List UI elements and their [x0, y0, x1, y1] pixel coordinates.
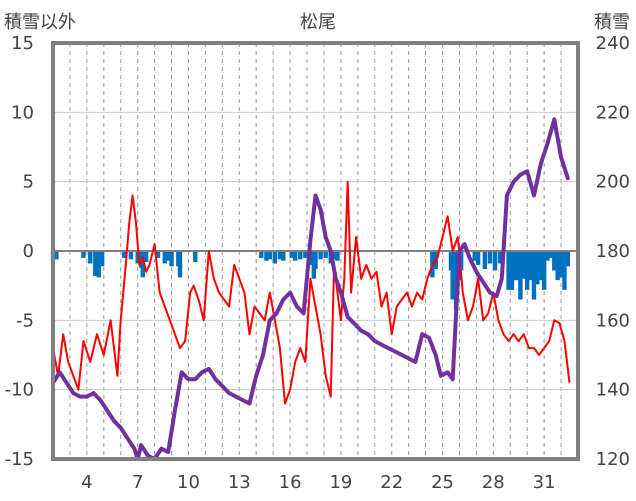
snow-depth-line [51, 117, 570, 461]
plot-frame [51, 41, 580, 461]
x-tick-label: 4 [81, 472, 92, 493]
left-axis-label: 積雪以外 [4, 12, 76, 33]
precip-bar [541, 251, 547, 290]
precip-bar [193, 251, 198, 263]
precip-bar [535, 251, 540, 285]
precip-bar [264, 251, 269, 261]
precip-bar [54, 251, 59, 260]
precip-bar [545, 251, 550, 261]
precip-bar [565, 251, 571, 267]
x-tick-label: 22 [380, 472, 403, 493]
precip-bar [169, 251, 174, 267]
precip-bar [472, 251, 477, 261]
precip-bar [458, 251, 464, 271]
right-tick-label: 140 [596, 380, 630, 401]
precip-bar [492, 251, 498, 271]
left-tick-label: -15 [5, 449, 34, 470]
left-tick-label: 0 [23, 241, 34, 262]
precip-bar [143, 251, 149, 263]
x-tick-label: 28 [482, 472, 505, 493]
precip-bar [487, 251, 493, 264]
precip-bar [528, 251, 533, 281]
precip-bar [135, 251, 140, 264]
precip-bar [259, 251, 264, 258]
precip-bar [281, 251, 286, 261]
temperature-line [52, 180, 571, 405]
precip-bar [518, 251, 523, 300]
x-tick-label: 10 [177, 472, 200, 493]
precip-bar [562, 251, 567, 290]
precip-bar [128, 251, 134, 260]
right-tick-label: 120 [596, 449, 630, 470]
left-tick-label: -10 [5, 380, 34, 401]
precip-bar [165, 251, 171, 261]
chart-title: 松尾 [300, 12, 336, 33]
precip-bar [177, 251, 183, 278]
precip-bar [162, 251, 167, 264]
left-tick-label: -5 [16, 310, 34, 331]
precip-bar [450, 251, 455, 300]
right-tick-label: 160 [596, 310, 630, 331]
precip-bar [292, 251, 298, 261]
right-axis-label: 積雪 [594, 12, 630, 33]
left-tick-label: 5 [23, 172, 34, 193]
precip-bar [298, 251, 303, 260]
precip-bar [272, 251, 278, 264]
precip-bar [335, 251, 340, 261]
precip-bar [81, 251, 86, 258]
precip-bar [121, 251, 127, 258]
precip-bar [555, 251, 560, 281]
precip-bar [538, 251, 543, 281]
precip-bar [289, 251, 294, 258]
precip-bar [313, 251, 318, 270]
x-tick-label: 16 [279, 472, 302, 493]
precip-bar [99, 251, 105, 267]
precip-bar [509, 251, 515, 290]
precip-bar [140, 251, 145, 278]
precip-bar [482, 251, 488, 270]
left-tick-label: 15 [11, 33, 34, 54]
precip-bar [531, 251, 537, 300]
precip-bar [88, 251, 93, 264]
precip-bar [558, 251, 564, 278]
precip-bar [548, 251, 554, 258]
precip-bar [506, 251, 511, 290]
precip-bar [277, 251, 283, 260]
precip-bar [521, 251, 527, 279]
precip-bar [513, 251, 518, 281]
x-tick-label: 7 [132, 472, 143, 493]
precip-bar [323, 251, 328, 258]
precip-bar [93, 251, 98, 276]
precip-bar [267, 251, 272, 260]
right-tick-label: 220 [596, 102, 630, 123]
left-tick-label: 10 [11, 102, 34, 123]
precip-bar [96, 251, 101, 278]
x-tick-label: 13 [228, 472, 251, 493]
x-tick-label: 31 [533, 472, 556, 493]
x-tick-label: 19 [329, 472, 352, 493]
precip-bar [475, 251, 481, 265]
precip-bar [303, 251, 308, 258]
precip-bar [331, 251, 337, 260]
precip-bar [318, 251, 323, 260]
precip-bar [552, 251, 557, 271]
right-tick-label: 200 [596, 172, 630, 193]
precip-bar [497, 251, 503, 264]
x-tick-label: 25 [431, 472, 454, 493]
right-tick-label: 240 [596, 33, 630, 54]
precip-bar [155, 251, 161, 258]
right-tick-label: 180 [596, 241, 630, 262]
precip-bar [524, 251, 530, 290]
